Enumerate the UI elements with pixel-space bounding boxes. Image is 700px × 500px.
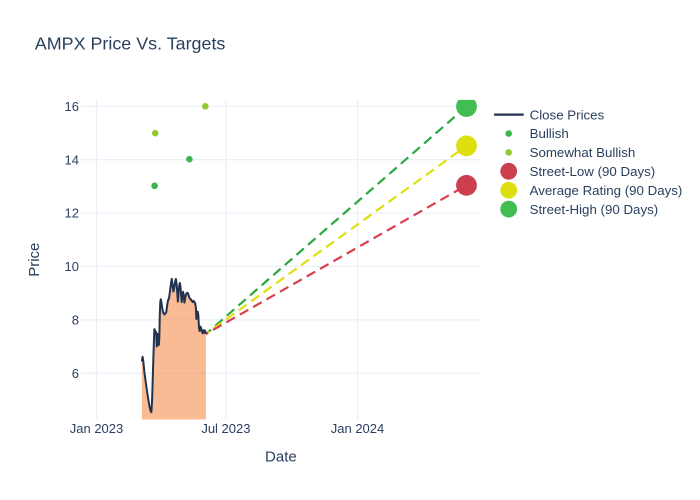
svg-text:8: 8 xyxy=(72,312,79,327)
svg-text:Street-Low (90 Days): Street-Low (90 Days) xyxy=(530,164,656,179)
svg-text:16: 16 xyxy=(65,99,79,114)
svg-text:Somewhat Bullish: Somewhat Bullish xyxy=(530,145,636,160)
svg-text:Price: Price xyxy=(26,243,43,277)
svg-text:10: 10 xyxy=(65,259,79,274)
svg-text:AMPX Price Vs. Targets: AMPX Price Vs. Targets xyxy=(35,33,226,53)
svg-text:12: 12 xyxy=(65,206,79,221)
svg-text:Street-High (90 Days): Street-High (90 Days) xyxy=(530,202,659,217)
svg-text:Jan 2024: Jan 2024 xyxy=(331,421,385,436)
svg-text:Average Rating (90 Days): Average Rating (90 Days) xyxy=(530,183,683,198)
svg-text:Date: Date xyxy=(265,449,297,466)
svg-text:Close Prices: Close Prices xyxy=(530,107,605,122)
svg-text:14: 14 xyxy=(65,152,79,167)
svg-text:6: 6 xyxy=(72,366,79,381)
svg-text:Jul 2023: Jul 2023 xyxy=(201,421,250,436)
svg-text:Jan 2023: Jan 2023 xyxy=(70,421,124,436)
svg-text:Bullish: Bullish xyxy=(530,126,569,141)
